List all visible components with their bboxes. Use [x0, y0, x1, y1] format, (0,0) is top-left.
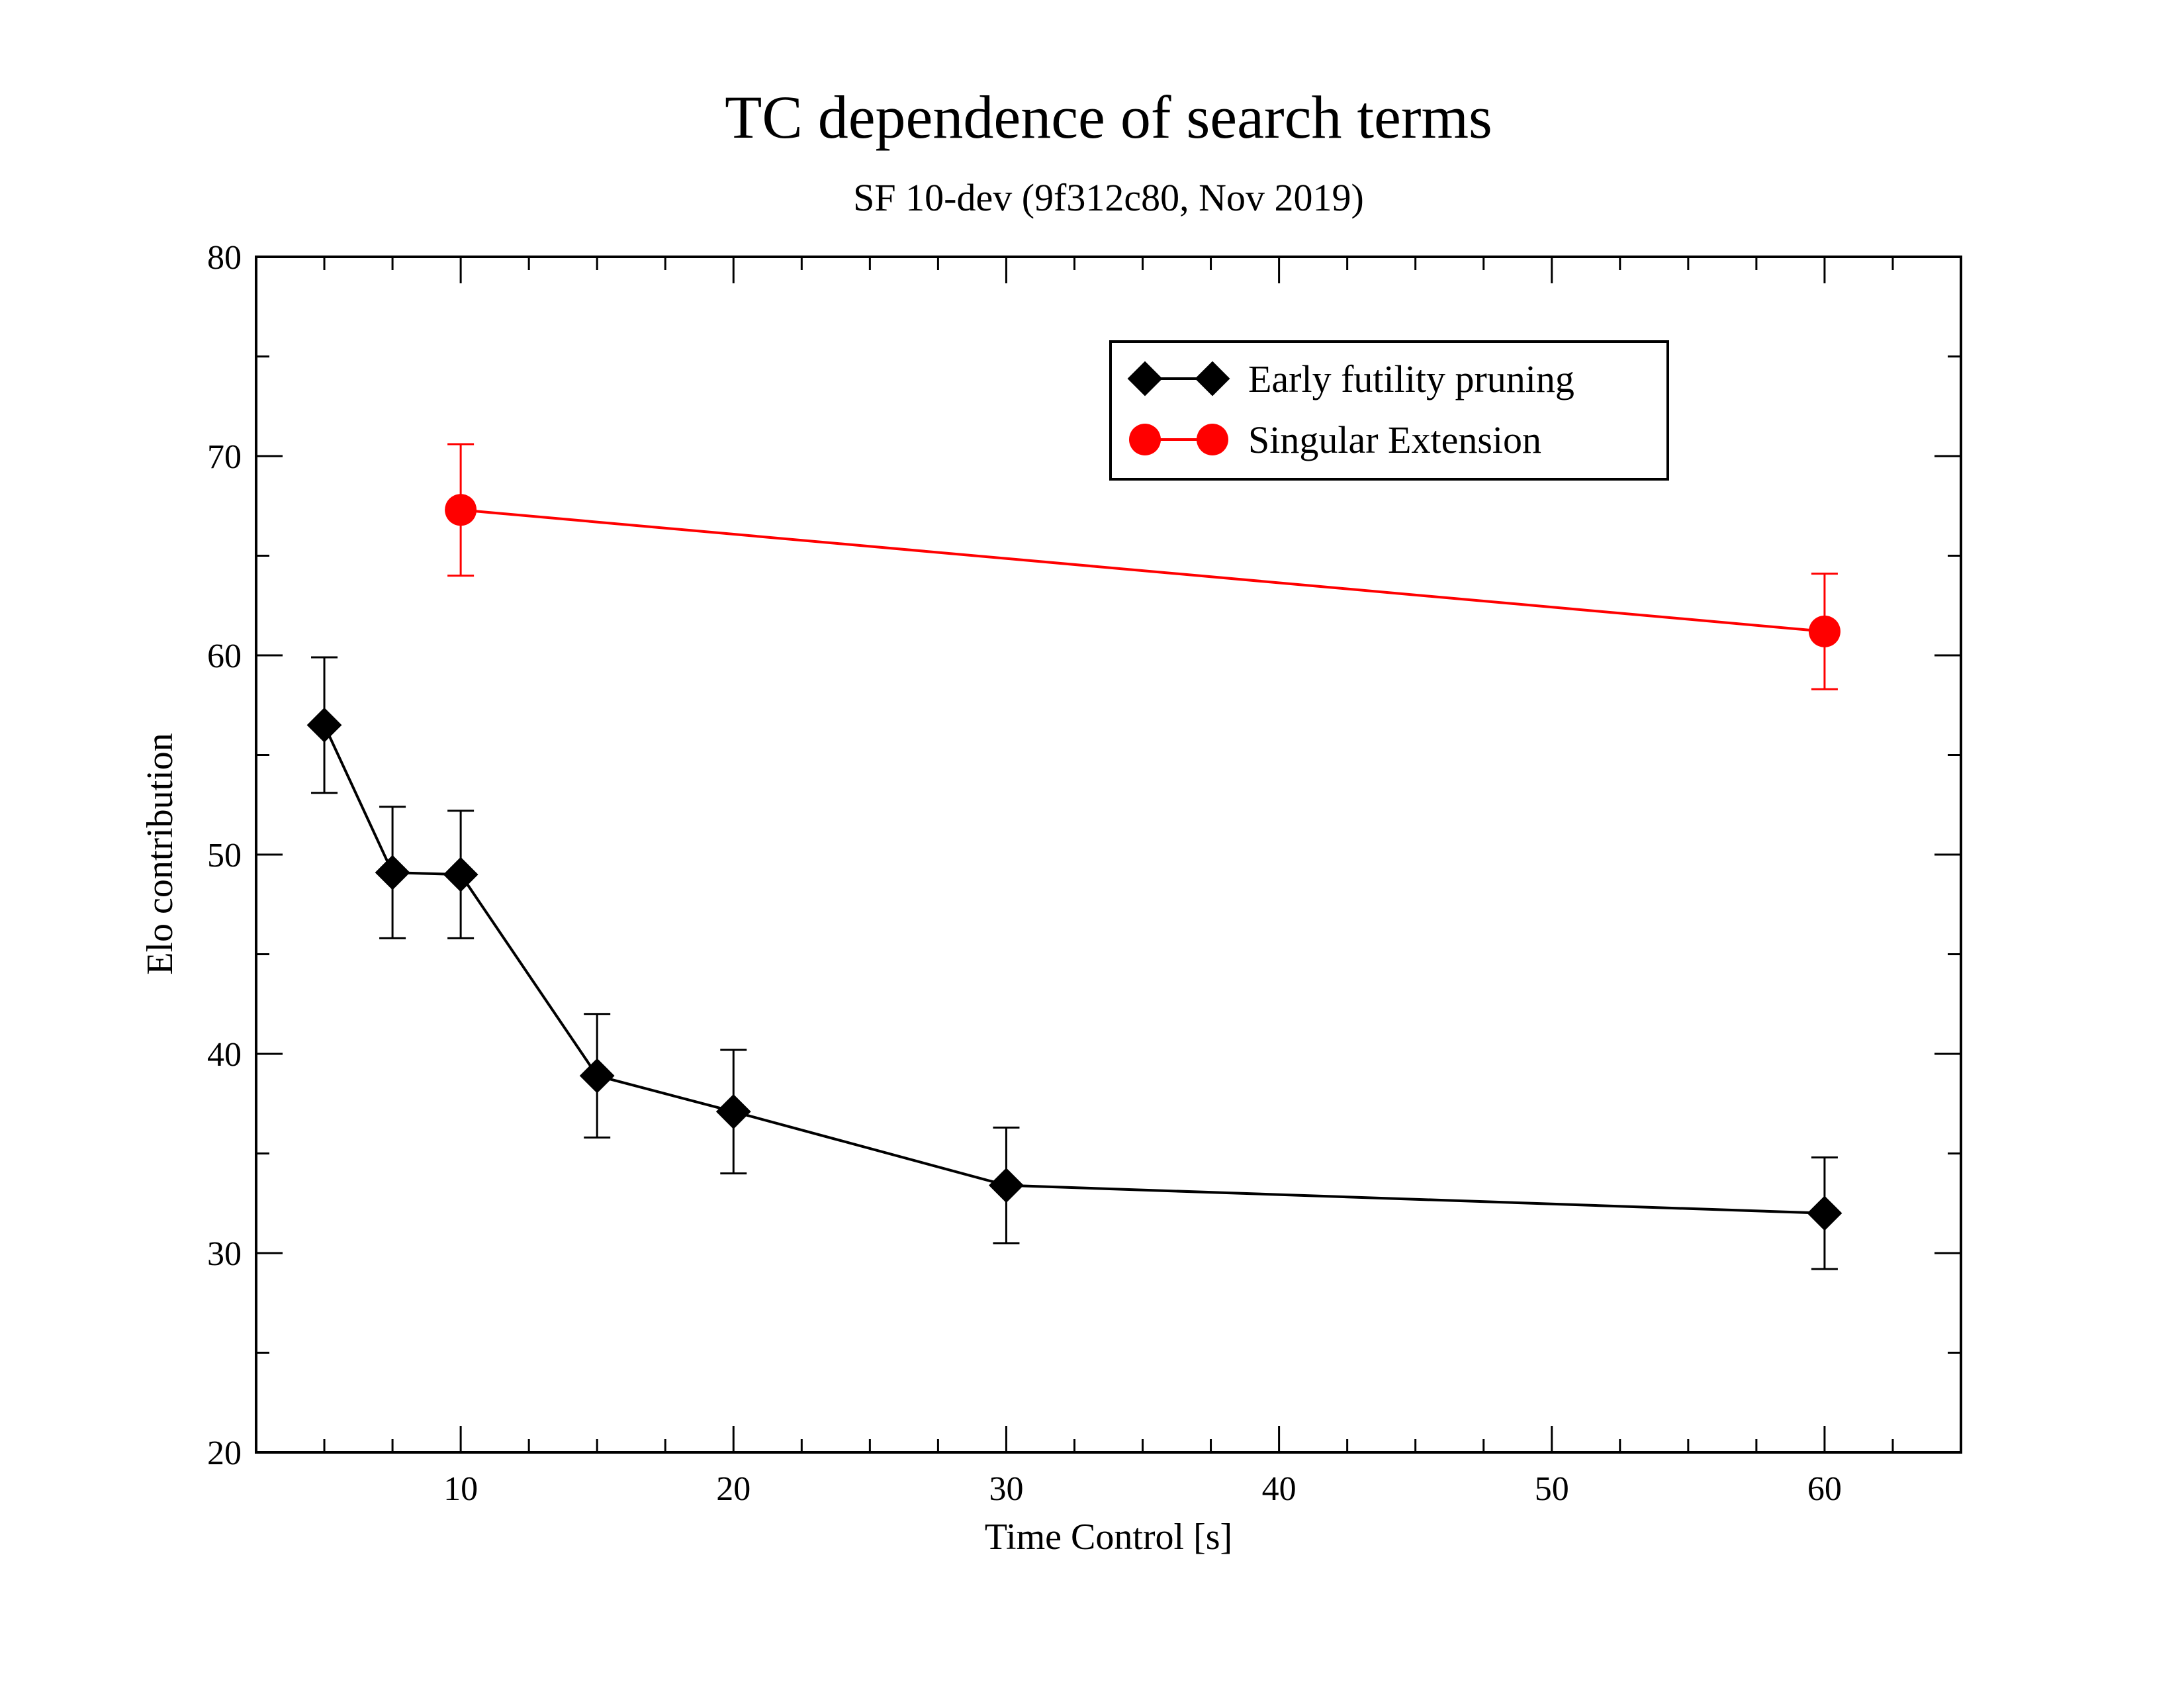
legend-label-early-futility-pruning: Early futility pruning: [1248, 357, 1574, 400]
legend-marker-singular-extension: [1197, 424, 1228, 455]
y-tick-label: 80: [207, 239, 242, 277]
tick-labels: 10 20 30 40 50 60 20 30 40 50 60 70 80: [207, 239, 1842, 1508]
y-tick-label: 50: [207, 837, 242, 874]
legend-marker-singular-extension: [1129, 424, 1161, 455]
legend-marker-early-futility-pruning: [1127, 361, 1163, 397]
chart-title: TC dependence of search terms: [725, 83, 1492, 151]
chart-subtitle: SF 10-dev (9f312c80, Nov 2019): [853, 176, 1364, 219]
legend-marker-early-futility-pruning: [1195, 361, 1230, 397]
singular-extension-point: [445, 494, 477, 526]
x-tick-label: 60: [1807, 1470, 1842, 1508]
x-tick-label: 20: [716, 1470, 751, 1508]
axis-ticks: [255, 256, 1962, 1454]
plot-series: [306, 443, 1843, 1270]
y-tick-label: 70: [207, 438, 242, 476]
singular-extension-line: [460, 508, 1825, 633]
early-futility-pruning-point: [443, 857, 478, 892]
early-futility-pruning-line: [323, 724, 1825, 1215]
x-tick-label: 40: [1262, 1470, 1297, 1508]
y-tick-label: 30: [207, 1235, 242, 1273]
early-futility-pruning-point: [306, 707, 342, 743]
legend-box: [1109, 340, 1669, 481]
legend: Early futility pruning Singular Extension: [1109, 340, 1669, 481]
early-futility-pruning-point: [579, 1058, 615, 1094]
y-axis-label: Elo contribution: [140, 733, 181, 975]
early-futility-pruning-point: [989, 1168, 1024, 1203]
y-tick-label: 20: [207, 1434, 242, 1472]
x-axis-label: Time Control [s]: [985, 1517, 1232, 1558]
singular-extension-point: [1808, 615, 1841, 647]
plot-frame: [255, 256, 1962, 1454]
y-tick-label: 40: [207, 1036, 242, 1074]
early-futility-pruning-point: [715, 1094, 751, 1129]
x-tick-label: 30: [989, 1470, 1023, 1508]
legend-label-singular-extension: Singular Extension: [1248, 418, 1541, 461]
x-tick-label: 10: [443, 1470, 478, 1508]
x-tick-label: 50: [1535, 1470, 1569, 1508]
early-futility-pruning-point: [1807, 1196, 1843, 1231]
early-futility-pruning-point: [375, 855, 410, 890]
y-tick-label: 60: [207, 637, 242, 675]
